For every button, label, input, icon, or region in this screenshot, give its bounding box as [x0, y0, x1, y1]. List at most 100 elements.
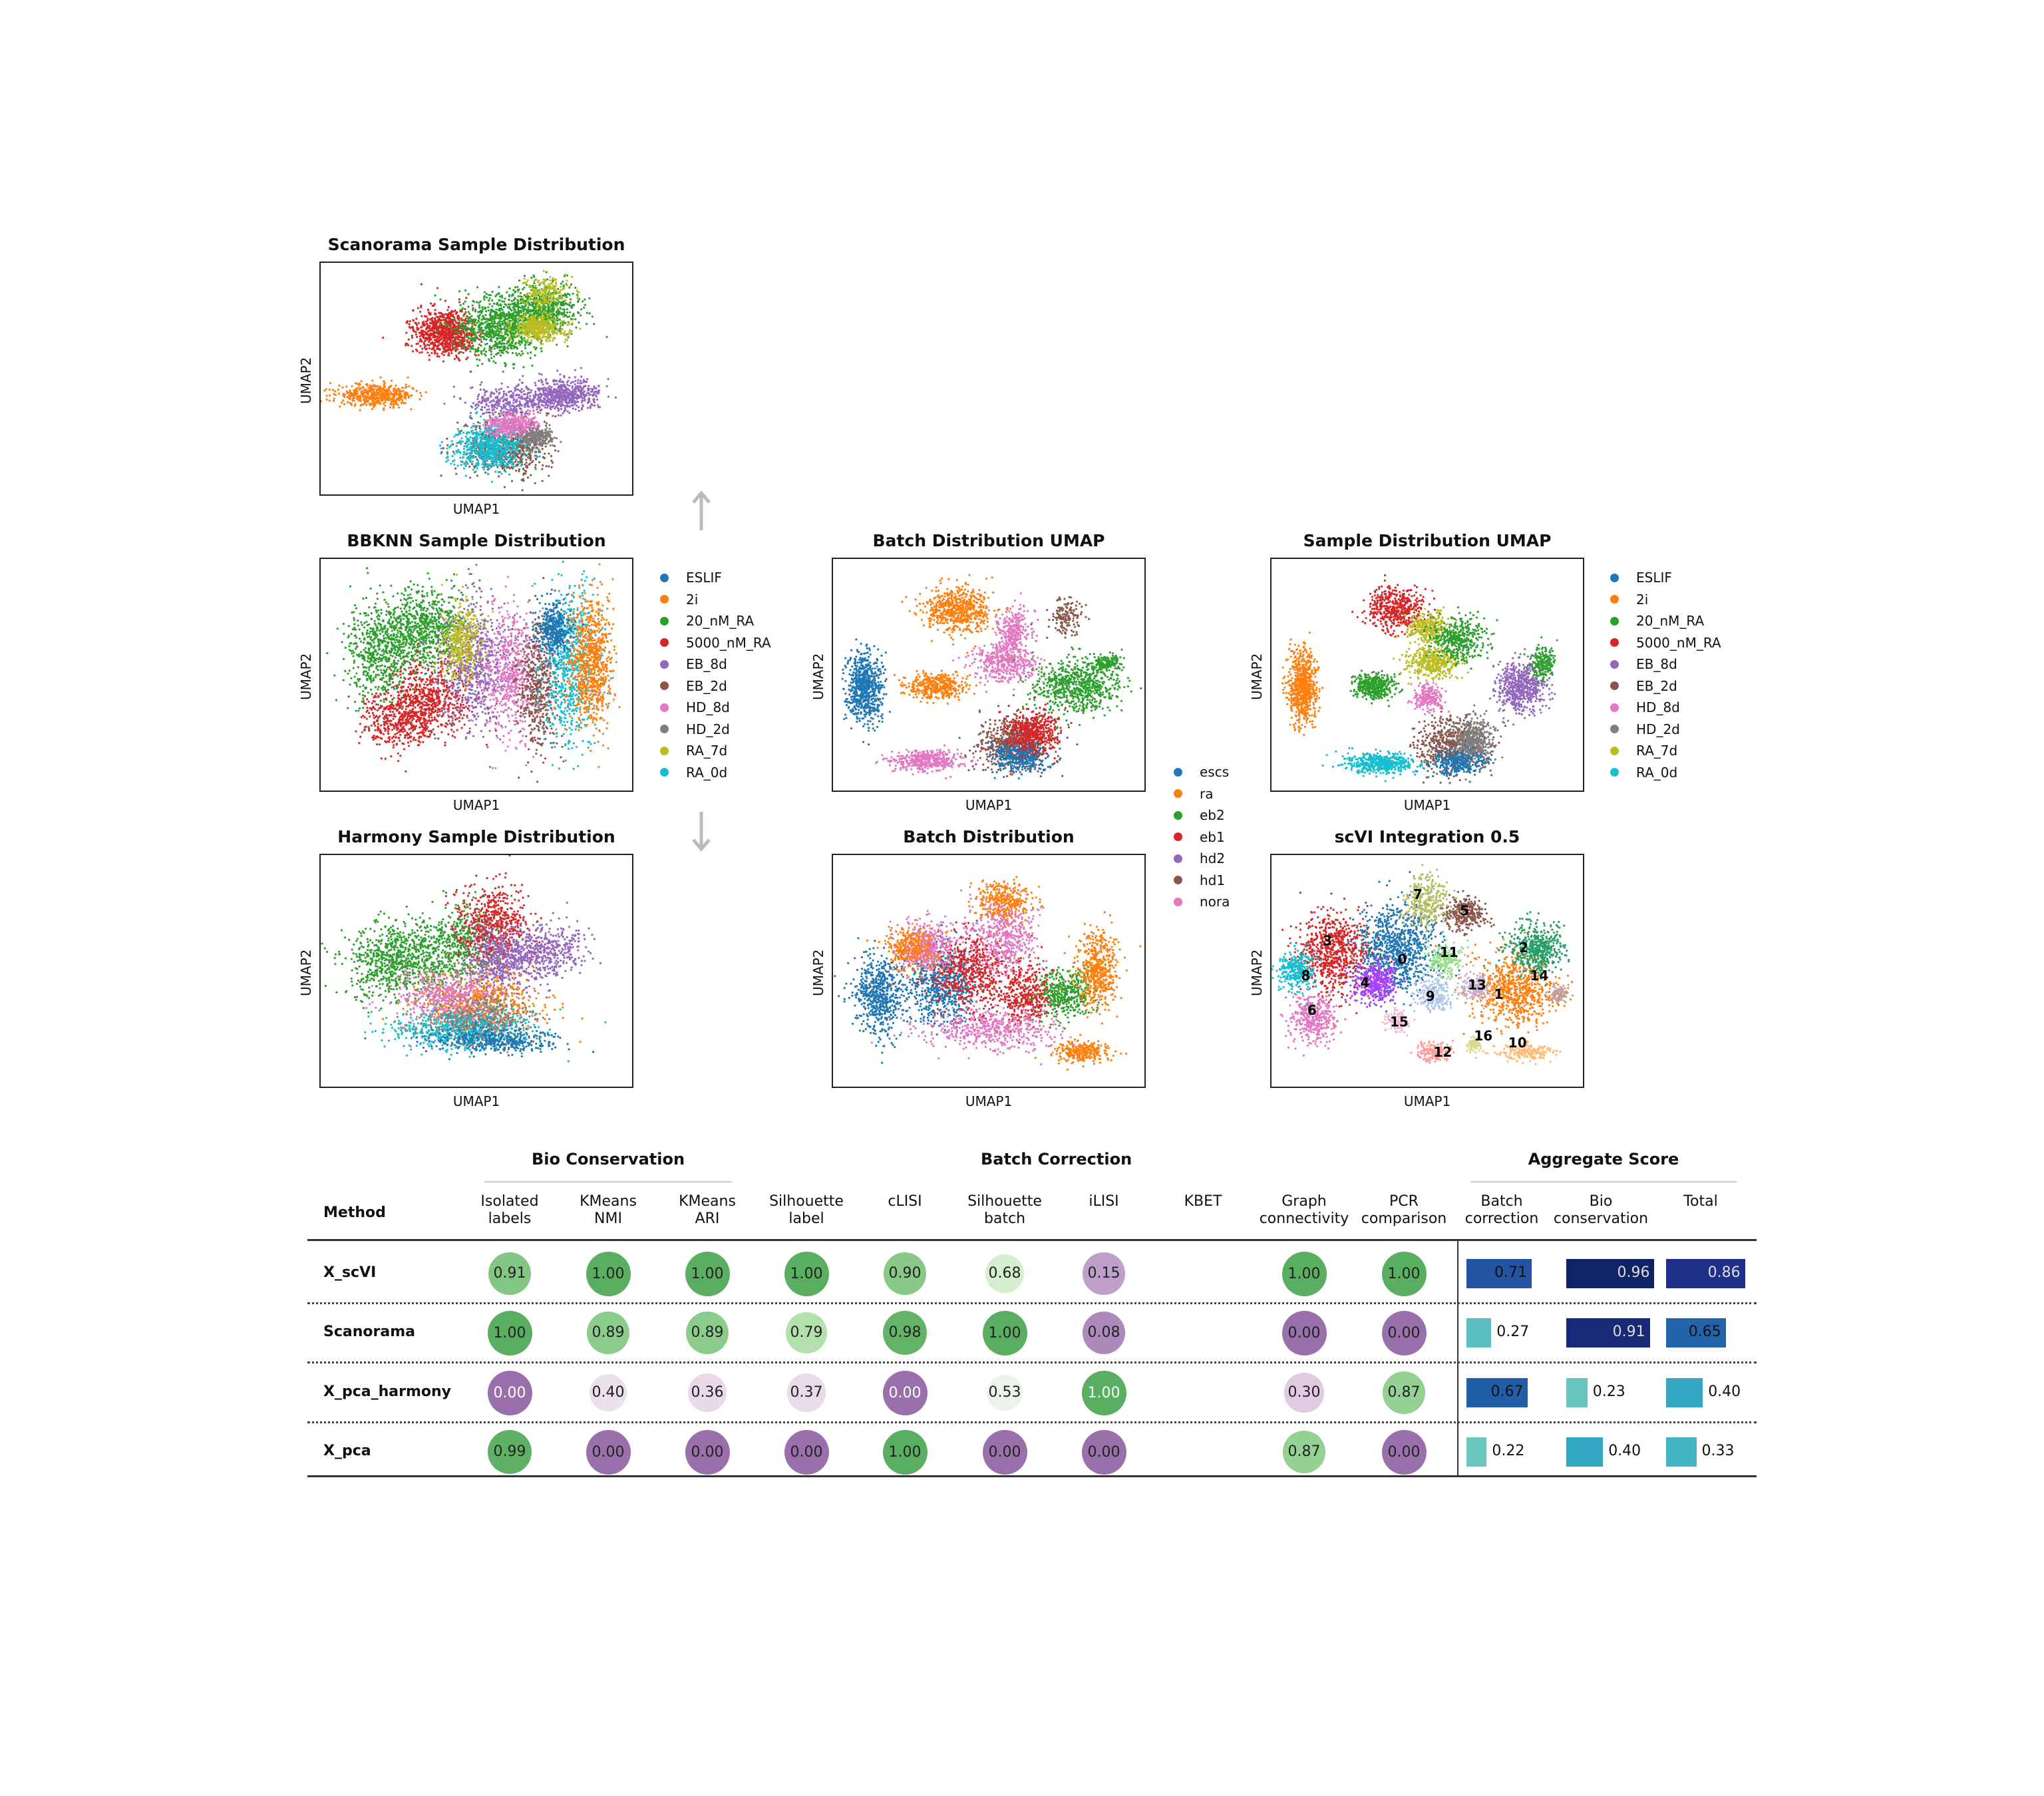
aggregate-divider — [1457, 1239, 1458, 1476]
metric-cell: 0.91 — [488, 1252, 532, 1296]
legend-label: RA_0d — [1636, 765, 1677, 781]
aggregate-bar — [1566, 1259, 1655, 1288]
y-axis-label-sampleumap: UMAP2 — [1249, 653, 1265, 700]
cell-cluster — [1434, 890, 1495, 937]
cell-cluster — [1272, 942, 1323, 1006]
legend-label: RA_7d — [686, 743, 727, 759]
y-axis-label-batchdist: UMAP2 — [810, 950, 826, 996]
legend-marker — [1610, 681, 1619, 691]
scatter-points-batchdist — [834, 876, 1142, 1071]
cell-cluster — [1445, 971, 1496, 1009]
aggregate-value: 0.23 — [1593, 1383, 1625, 1400]
legend-marker — [1174, 810, 1182, 820]
legend-marker — [660, 638, 669, 647]
cell-cluster — [382, 283, 493, 373]
legend-marker — [1610, 595, 1619, 604]
legend-label: EB_8d — [1636, 656, 1677, 672]
metric-cell: 0.53 — [986, 1374, 1023, 1411]
column-header: Bio conservation — [1541, 1193, 1661, 1228]
legend-label: RA_7d — [1636, 743, 1677, 759]
group-title: Batch Correction — [981, 1150, 1132, 1168]
umap-plot-batchdist — [832, 854, 1146, 1088]
legend-item: RA_7d — [659, 740, 771, 762]
x-axis-label-batchdist: UMAP1 — [832, 1093, 1146, 1109]
cell-cluster — [1349, 669, 1404, 707]
cell-cluster — [500, 367, 617, 417]
column-header: KBET — [1143, 1193, 1263, 1210]
cell-cluster — [987, 592, 1039, 677]
metric-cell: 0.40 — [589, 1373, 627, 1412]
legend-marker — [660, 703, 669, 712]
metric-cell: 0.00 — [487, 1370, 532, 1415]
aggregate-bar — [1566, 1378, 1588, 1407]
group-underline — [1470, 1181, 1737, 1182]
cell-cluster — [1423, 938, 1474, 980]
row-separator — [307, 1361, 1757, 1363]
cell-cluster — [981, 696, 1079, 765]
plot-title-sampleumap: Sample Distribution UMAP — [1204, 531, 1651, 550]
metric-cell: 1.00 — [784, 1251, 829, 1296]
arrow-up-icon — [691, 489, 711, 536]
metric-cell: 0.00 — [586, 1429, 631, 1475]
metric-cell: 0.00 — [685, 1429, 730, 1475]
cell-cluster — [421, 573, 494, 700]
aggregate-bar — [1466, 1259, 1532, 1288]
aggregate-bar — [1466, 1318, 1492, 1347]
metric-cell: 1.00 — [487, 1310, 532, 1355]
cell-cluster — [1281, 631, 1324, 736]
x-axis-label-scvi: UMAP1 — [1270, 1093, 1584, 1109]
metric-cell: 0.00 — [1081, 1429, 1126, 1475]
legend-label: HD_8d — [686, 699, 730, 715]
legend-item: 2i — [1609, 589, 1721, 611]
metric-cell: 0.79 — [786, 1312, 827, 1353]
column-header: Batch correction — [1442, 1193, 1562, 1228]
legend-item: ra — [1172, 783, 1230, 805]
cell-cluster — [522, 588, 584, 667]
column-header: Total — [1641, 1193, 1761, 1210]
scatter-points-sampleumap — [1281, 574, 1558, 785]
legend-item: HD_8d — [659, 697, 771, 719]
legend-label: HD_2d — [1636, 721, 1680, 737]
legend-label: 2i — [1636, 592, 1648, 608]
legend-marker — [660, 681, 669, 691]
legend-item: 2i — [659, 589, 771, 611]
legend-marker — [660, 659, 669, 669]
aggregate-value: 0.86 — [1708, 1264, 1741, 1281]
legend-marker — [1174, 876, 1182, 885]
x-axis-label-sampleumap: UMAP1 — [1270, 797, 1584, 813]
legend-marker — [1610, 725, 1619, 734]
legend-marker — [1610, 746, 1619, 755]
metric-cell: 0.87 — [1283, 1431, 1325, 1473]
aggregate-bar — [1666, 1437, 1697, 1467]
legend-marker — [1610, 573, 1619, 582]
cluster-label: 8 — [1301, 968, 1311, 984]
legend-marker — [660, 768, 669, 777]
cell-cluster — [347, 681, 447, 763]
cell-cluster — [1487, 639, 1558, 726]
umap-plot-bbknn — [319, 558, 633, 792]
metric-cell: 1.00 — [1381, 1251, 1427, 1296]
cell-cluster — [472, 407, 548, 443]
cell-cluster — [1381, 1007, 1416, 1037]
legend-marker — [1610, 638, 1619, 647]
cell-cluster — [1474, 1041, 1562, 1065]
scatter-points-bbknn — [326, 559, 621, 783]
metric-cell: 0.98 — [882, 1310, 928, 1355]
cell-cluster — [1482, 911, 1570, 987]
legend-label: eb1 — [1200, 829, 1225, 845]
cell-cluster — [365, 956, 518, 1029]
metric-cell: 0.87 — [1383, 1371, 1425, 1414]
cell-cluster — [1030, 596, 1091, 639]
cell-cluster — [1351, 574, 1437, 638]
legend-item: eb1 — [1172, 826, 1230, 848]
aggregate-value: 0.22 — [1492, 1443, 1524, 1459]
metric-cell: 1.00 — [586, 1251, 631, 1296]
cell-cluster — [875, 744, 979, 780]
cell-cluster — [1465, 1035, 1482, 1053]
legend-marker — [1174, 789, 1182, 799]
metric-cell: 0.90 — [883, 1252, 927, 1296]
column-header: iLISI — [1044, 1193, 1164, 1210]
plot-title-batchumap: Batch Distribution UMAP — [765, 531, 1212, 550]
column-header: cLISI — [845, 1193, 965, 1210]
column-header: Silhouette batch — [945, 1193, 1065, 1228]
